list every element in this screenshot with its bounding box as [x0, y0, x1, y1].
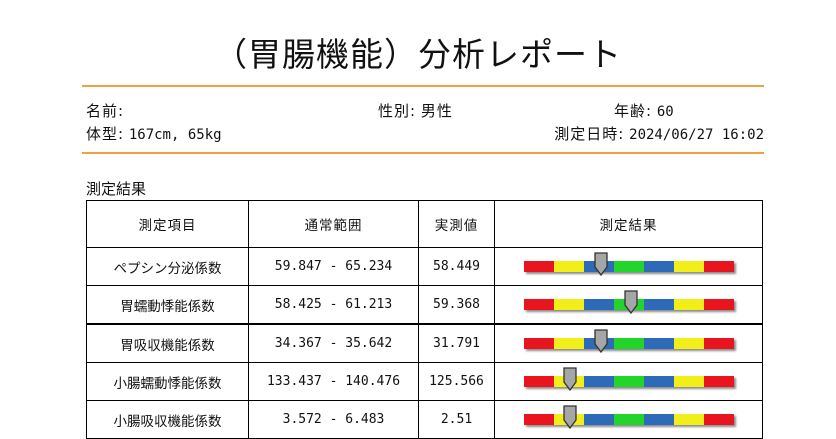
table-header-row: 測定項目 通常範囲 実測値 測定結果 — [86, 200, 763, 248]
gender-field: 性別: 男性 — [378, 100, 453, 121]
gauge-segment — [613, 376, 644, 387]
body-value: 167cm, 65kg — [128, 127, 222, 143]
header-divider-top — [82, 85, 764, 87]
gauge-segment — [703, 376, 734, 387]
row-value: 2.51 — [418, 400, 495, 439]
gauge-bar — [523, 290, 734, 314]
gauge-segment — [613, 338, 644, 349]
row-gauge-cell — [494, 247, 763, 286]
gender-label: 性別: — [378, 102, 417, 120]
name-field: 名前: — [86, 100, 124, 121]
gauge-marker-icon — [594, 252, 608, 276]
gauge-bar — [523, 367, 734, 391]
row-range: 59.847 - 65.234 — [248, 247, 419, 286]
gauge-segment — [553, 338, 584, 349]
gauge-segment — [673, 299, 704, 310]
name-label: 名前: — [86, 102, 125, 120]
row-item: ペプシン分泌係数 — [86, 247, 249, 286]
gauge-segment — [553, 261, 584, 272]
header-value: 実測値 — [418, 200, 495, 248]
report-title: （胃腸機能）分析レポート — [214, 35, 622, 74]
gauge-segment — [613, 414, 644, 425]
table-row: 胃蠕動悸能係数 58.425 - 61.213 59.368 — [86, 285, 763, 325]
row-gauge-cell — [494, 362, 763, 401]
gauge-segment — [703, 414, 734, 425]
gauge-segment — [703, 261, 734, 272]
gauge-segment — [523, 299, 554, 310]
gauge-bar — [523, 252, 734, 276]
datetime-value: 2024/06/27 16:02 — [629, 127, 764, 143]
gauge-segment — [643, 299, 674, 310]
table-row: 小腸吸収機能係数 3.572 - 6.483 2.51 — [86, 400, 763, 439]
gauge-segment — [643, 338, 674, 349]
gauge-marker-icon — [563, 367, 577, 391]
gauge-segment — [703, 299, 734, 310]
gauge-marker-icon — [623, 290, 638, 314]
gauge-segment — [643, 376, 674, 387]
age-value: 60 — [656, 104, 674, 120]
gauge-segment — [643, 261, 674, 272]
gauge-segment — [673, 414, 704, 425]
gauge-segment — [523, 261, 554, 272]
header-divider-bottom — [82, 152, 764, 154]
age-field: 年齢: 60 — [614, 100, 674, 121]
gauge-segment — [643, 414, 674, 425]
body-label: 体型: — [86, 125, 125, 143]
row-value: 58.449 — [418, 247, 495, 286]
results-table: 測定項目 通常範囲 実測値 測定結果 ペプシン分泌係数 59.847 - 65.… — [86, 200, 763, 439]
row-gauge-cell — [494, 323, 763, 363]
gauge-segment — [523, 338, 554, 349]
gauge-bar — [523, 329, 734, 353]
gauge-segment — [673, 376, 704, 387]
gender-value: 男性 — [420, 102, 453, 120]
section-title: 測定結果 — [86, 180, 147, 198]
row-value: 125.566 — [418, 362, 495, 401]
table-row: 小腸蠕動悸能係数 133.437 - 140.476 125.566 — [86, 362, 763, 401]
gauge-segment — [523, 376, 554, 387]
row-range: 3.572 - 6.483 — [248, 400, 419, 439]
header-range: 通常範囲 — [248, 200, 419, 248]
gauge-segment — [673, 338, 704, 349]
age-label: 年齢: — [614, 102, 653, 120]
datetime-field: 測定日時: 2024/06/27 16:02 — [554, 123, 764, 144]
row-range: 133.437 - 140.476 — [248, 362, 419, 401]
gauge-segment — [583, 414, 614, 425]
gauge-segment — [613, 261, 644, 272]
row-value: 59.368 — [418, 285, 495, 325]
row-item: 胃吸収機能係数 — [86, 323, 249, 363]
gauge-segment — [583, 376, 614, 387]
gauge-segment — [583, 299, 614, 310]
table-row: ペプシン分泌係数 59.847 - 65.234 58.449 — [86, 247, 763, 286]
row-item: 小腸吸収機能係数 — [86, 400, 249, 439]
gauge-marker-icon — [594, 329, 608, 353]
row-range: 58.425 - 61.213 — [248, 285, 419, 325]
row-gauge-cell — [494, 285, 763, 325]
gauge-segment — [673, 261, 704, 272]
gauge-segment — [703, 338, 734, 349]
row-range: 34.367 - 35.642 — [248, 323, 419, 363]
gauge-segment — [523, 414, 554, 425]
gauge-segment — [553, 299, 584, 310]
datetime-label: 測定日時: — [554, 125, 625, 143]
row-item: 胃蠕動悸能係数 — [86, 285, 249, 325]
body-field: 体型: 167cm, 65kg — [86, 123, 222, 144]
header-item: 測定項目 — [86, 200, 249, 248]
row-item: 小腸蠕動悸能係数 — [86, 362, 249, 401]
row-gauge-cell — [494, 400, 763, 439]
header-result: 測定結果 — [494, 200, 763, 248]
gauge-bar — [523, 405, 734, 429]
gauge-marker-icon — [563, 405, 577, 429]
table-row: 胃吸収機能係数 34.367 - 35.642 31.791 — [86, 323, 763, 363]
row-value: 31.791 — [418, 323, 495, 363]
